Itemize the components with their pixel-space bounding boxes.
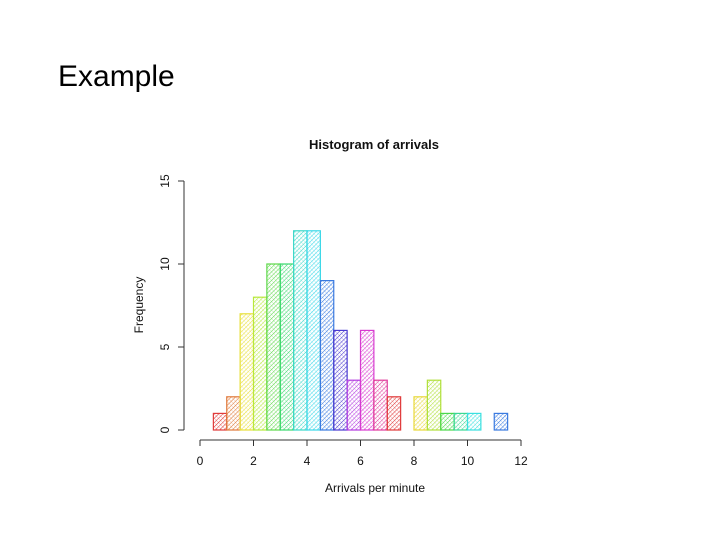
x-tick-label: 10	[461, 454, 475, 468]
histogram-bar	[453, 412, 469, 431]
x-tick-label: 0	[197, 454, 204, 468]
x-axis: 0 2 4 6 8 10 12	[197, 439, 528, 468]
histogram-bar	[466, 412, 482, 431]
histogram-bar	[440, 412, 455, 431]
histogram-bar	[413, 396, 428, 431]
bars-group	[212, 230, 509, 431]
histogram-bar	[252, 296, 268, 431]
histogram-bar	[333, 329, 348, 431]
x-tick-label: 12	[514, 454, 528, 468]
slide-title: Example	[58, 60, 175, 93]
x-tick-label: 2	[250, 454, 257, 468]
x-axis-label: Arrivals per minute	[325, 481, 425, 495]
y-tick-label: 10	[158, 257, 172, 271]
histogram-bar	[359, 329, 375, 431]
x-tick-label: 6	[357, 454, 364, 468]
histogram-bar	[293, 230, 308, 431]
histogram-bar	[386, 396, 402, 431]
y-axis-label: Frequency	[132, 277, 146, 334]
y-tick-label: 5	[158, 343, 172, 350]
x-tick-label: 4	[304, 454, 311, 468]
histogram-bar	[212, 412, 228, 431]
histogram-bar	[279, 263, 295, 431]
histogram-bar	[373, 379, 388, 431]
histogram-bar	[319, 280, 335, 431]
y-tick-label: 0	[158, 426, 172, 433]
y-tick-label: 15	[158, 174, 172, 188]
histogram-bar	[266, 263, 281, 431]
histogram-bar	[306, 230, 321, 431]
histogram-bar	[346, 379, 362, 431]
histogram-bar	[493, 412, 509, 431]
histogram-bar	[426, 379, 442, 431]
histogram-bar	[239, 313, 255, 431]
chart-title: Histogram of arrivals	[309, 137, 439, 152]
x-tick-label: 8	[411, 454, 418, 468]
y-axis: 0 5 10 15	[158, 174, 185, 433]
histogram-bar	[226, 396, 241, 431]
